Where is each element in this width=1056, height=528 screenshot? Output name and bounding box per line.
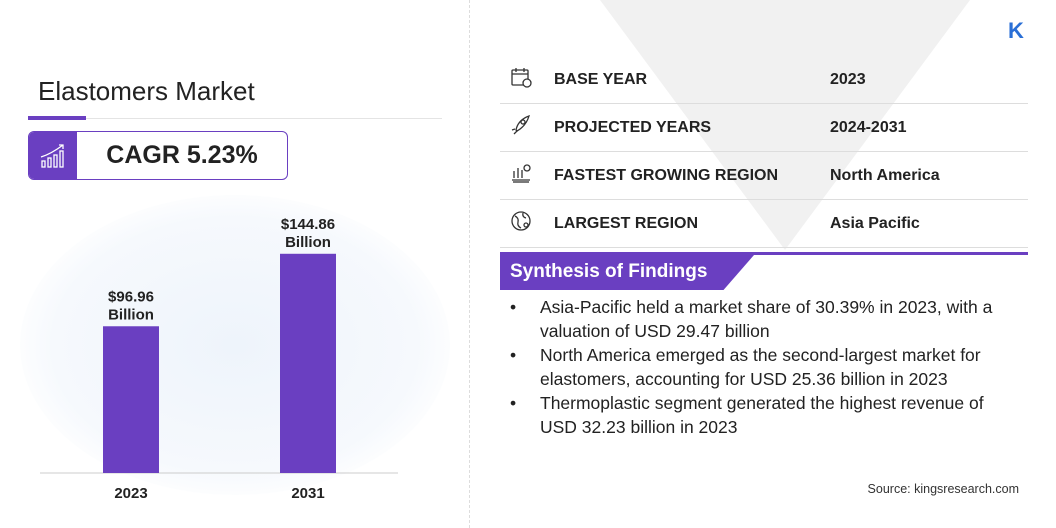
detail-value: North America — [830, 166, 940, 184]
panel-divider — [469, 0, 470, 528]
calendar-icon — [500, 66, 554, 93]
title-accent — [28, 116, 86, 120]
rocket-icon — [500, 114, 554, 141]
data-label: $96.96 — [108, 288, 154, 305]
detail-row: FASTEST GROWING REGION North America — [500, 152, 1028, 200]
detail-value: 2023 — [830, 70, 866, 88]
detail-value: Asia Pacific — [830, 214, 920, 232]
findings-list: Asia-Pacific held a market share of 30.3… — [510, 295, 1020, 439]
detail-row: LARGEST REGION Asia Pacific — [500, 200, 1028, 248]
detail-row: PROJECTED YEARS 2024-2031 — [500, 104, 1028, 152]
x-tick-label: 2023 — [114, 485, 147, 502]
background-triangle — [600, 0, 970, 250]
detail-label: PROJECTED YEARS — [554, 118, 712, 136]
cagr-value: CAGR 5.23% — [106, 141, 258, 169]
bar-2031 — [280, 253, 336, 473]
cagr-badge: CAGR 5.23% — [28, 131, 288, 180]
growth-chart-icon — [29, 132, 77, 179]
source-note: Source: kingsresearch.com — [867, 482, 1019, 496]
synthesis-heading: Synthesis of Findings — [500, 255, 754, 290]
region-growth-icon — [500, 162, 554, 189]
kings-research-logo: K — [1008, 18, 1024, 43]
finding-item: Thermoplastic segment generated the high… — [510, 391, 1020, 439]
world-map-background — [20, 195, 450, 495]
data-label: Billion — [285, 234, 331, 251]
finding-item: Asia-Pacific held a market share of 30.3… — [510, 295, 1020, 343]
bar-2023 — [103, 326, 159, 473]
data-label: $144.86 — [281, 216, 335, 233]
detail-value: 2024-2031 — [830, 118, 907, 136]
detail-label: BASE YEAR — [554, 70, 648, 88]
title-underline — [28, 118, 442, 119]
detail-label: LARGEST REGION — [554, 214, 699, 232]
page-title: Elastomers Market — [38, 76, 255, 106]
x-tick-label: 2031 — [291, 485, 324, 502]
finding-item: North America emerged as the second-larg… — [510, 343, 1020, 391]
detail-row: BASE YEAR 2023 — [500, 56, 1028, 104]
synthesis-section: Synthesis of Findings — [500, 252, 1028, 290]
data-label: Billion — [108, 306, 154, 323]
detail-label: FASTEST GROWING REGION — [554, 166, 779, 184]
globe-icon — [500, 210, 554, 237]
